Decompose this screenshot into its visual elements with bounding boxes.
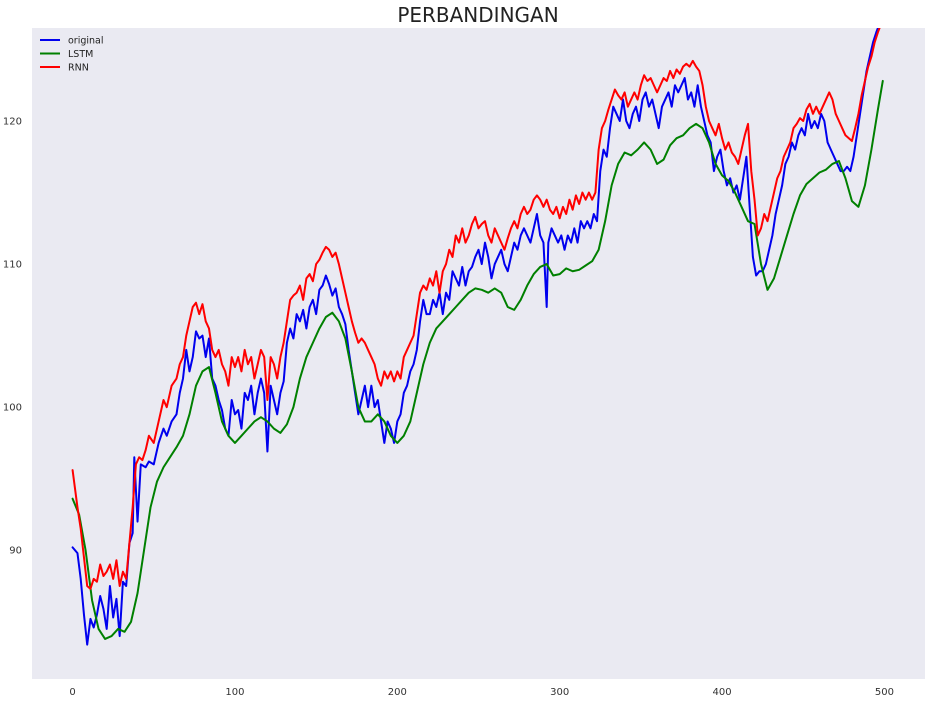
x-axis-ticks: 0 100 200 300 400 500 — [69, 687, 894, 698]
x-tick-label: 200 — [388, 687, 407, 698]
y-tick-label: 90 — [9, 546, 22, 557]
series-line-original — [71, 28, 879, 646]
legend-label-lstm: LSTM — [68, 49, 93, 60]
legend-label-original: original — [68, 36, 104, 47]
y-tick-label: 120 — [3, 117, 22, 128]
y-tick-label: 100 — [3, 403, 22, 414]
series-line-rnn — [71, 28, 881, 590]
y-axis-ticks: 90 100 110 120 — [3, 117, 22, 557]
x-tick-label: 500 — [875, 687, 894, 698]
x-tick-label: 100 — [225, 687, 244, 698]
x-tick-label: 0 — [69, 687, 75, 698]
plot-area — [32, 28, 925, 679]
y-tick-label: 110 — [3, 260, 22, 271]
series-lines — [71, 28, 884, 646]
x-tick-label: 300 — [550, 687, 569, 698]
x-tick-label: 400 — [712, 687, 731, 698]
chart-title: PERBANDINGAN — [397, 3, 558, 27]
legend-label-rnn: RNN — [68, 63, 89, 74]
series-line-lstm — [71, 79, 884, 640]
legend: original LSTM RNN — [40, 36, 104, 74]
